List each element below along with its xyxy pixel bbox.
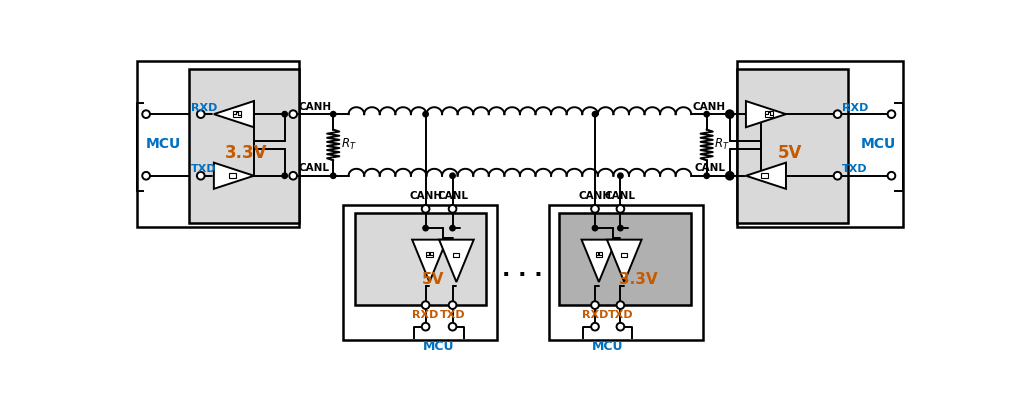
Circle shape <box>422 112 428 117</box>
Circle shape <box>727 173 732 178</box>
Text: 3.3V: 3.3V <box>225 144 267 162</box>
Text: RXD: RXD <box>412 310 439 321</box>
Polygon shape <box>746 163 786 189</box>
Circle shape <box>704 112 709 117</box>
Circle shape <box>593 226 598 231</box>
Text: RXD: RXD <box>842 103 868 113</box>
Circle shape <box>618 173 623 178</box>
Circle shape <box>617 205 624 213</box>
Circle shape <box>330 173 336 178</box>
Bar <box>233 111 241 117</box>
Text: TXD: TXD <box>608 310 633 321</box>
Circle shape <box>592 301 599 309</box>
Circle shape <box>449 205 457 213</box>
Text: CANH: CANH <box>409 191 442 201</box>
Circle shape <box>142 172 150 180</box>
Text: 5V: 5V <box>422 272 445 287</box>
Text: CANH: CANH <box>578 191 612 201</box>
Bar <box>596 252 602 257</box>
Circle shape <box>290 110 297 118</box>
Polygon shape <box>607 240 641 282</box>
Circle shape <box>617 301 624 309</box>
Bar <box>621 253 627 257</box>
Bar <box>549 205 703 340</box>
Text: CANL: CANL <box>605 191 636 201</box>
Circle shape <box>887 172 895 180</box>
Circle shape <box>887 110 895 118</box>
Text: $R_T$: $R_T$ <box>714 138 730 152</box>
Circle shape <box>421 301 430 309</box>
Circle shape <box>449 301 457 309</box>
Text: CANL: CANL <box>695 163 726 173</box>
Text: TXD: TXD <box>842 164 868 174</box>
Circle shape <box>704 173 709 178</box>
Circle shape <box>421 323 430 331</box>
Circle shape <box>727 112 732 117</box>
Circle shape <box>282 173 288 178</box>
Circle shape <box>618 226 623 231</box>
Bar <box>737 69 848 223</box>
Text: RXD: RXD <box>190 103 217 113</box>
Bar <box>454 253 459 257</box>
Circle shape <box>421 205 430 213</box>
Bar <box>229 173 236 178</box>
Polygon shape <box>439 240 474 282</box>
Circle shape <box>449 323 457 331</box>
Circle shape <box>593 112 598 117</box>
Bar <box>137 61 299 227</box>
Bar <box>343 205 497 340</box>
Polygon shape <box>412 240 447 282</box>
Bar <box>426 252 433 257</box>
Bar <box>355 213 485 305</box>
Text: 5V: 5V <box>778 144 802 162</box>
Bar <box>189 69 299 223</box>
Text: $R_T$: $R_T$ <box>341 138 357 152</box>
Circle shape <box>726 110 733 118</box>
Text: MCU: MCU <box>861 137 895 151</box>
Circle shape <box>726 172 733 180</box>
Text: CANH: CANH <box>693 102 726 112</box>
Circle shape <box>450 226 455 231</box>
Circle shape <box>422 226 428 231</box>
Text: TXD: TXD <box>440 310 465 321</box>
Circle shape <box>617 323 624 331</box>
Circle shape <box>834 172 842 180</box>
Polygon shape <box>581 240 616 282</box>
Polygon shape <box>746 101 786 127</box>
Circle shape <box>592 323 599 331</box>
Circle shape <box>450 173 455 178</box>
Text: CANL: CANL <box>299 163 329 173</box>
Circle shape <box>142 110 150 118</box>
Text: CANH: CANH <box>299 102 331 112</box>
Bar <box>559 213 691 305</box>
Polygon shape <box>214 101 254 127</box>
Text: MCU: MCU <box>592 340 623 353</box>
Circle shape <box>727 173 732 178</box>
Text: 3.3V: 3.3V <box>619 272 657 287</box>
Polygon shape <box>214 163 254 189</box>
Text: TXD: TXD <box>190 164 217 174</box>
Text: RXD: RXD <box>581 310 608 321</box>
Circle shape <box>330 112 336 117</box>
Circle shape <box>282 112 288 117</box>
Circle shape <box>727 112 732 117</box>
Bar <box>766 111 773 117</box>
Text: MCU: MCU <box>423 340 455 353</box>
Circle shape <box>197 110 205 118</box>
Bar <box>737 61 903 227</box>
Bar <box>761 173 768 178</box>
Text: MCU: MCU <box>146 137 180 151</box>
Circle shape <box>197 172 205 180</box>
Circle shape <box>290 172 297 180</box>
Circle shape <box>834 110 842 118</box>
Circle shape <box>592 205 599 213</box>
Text: . . .: . . . <box>501 261 542 281</box>
Text: CANL: CANL <box>437 191 468 201</box>
